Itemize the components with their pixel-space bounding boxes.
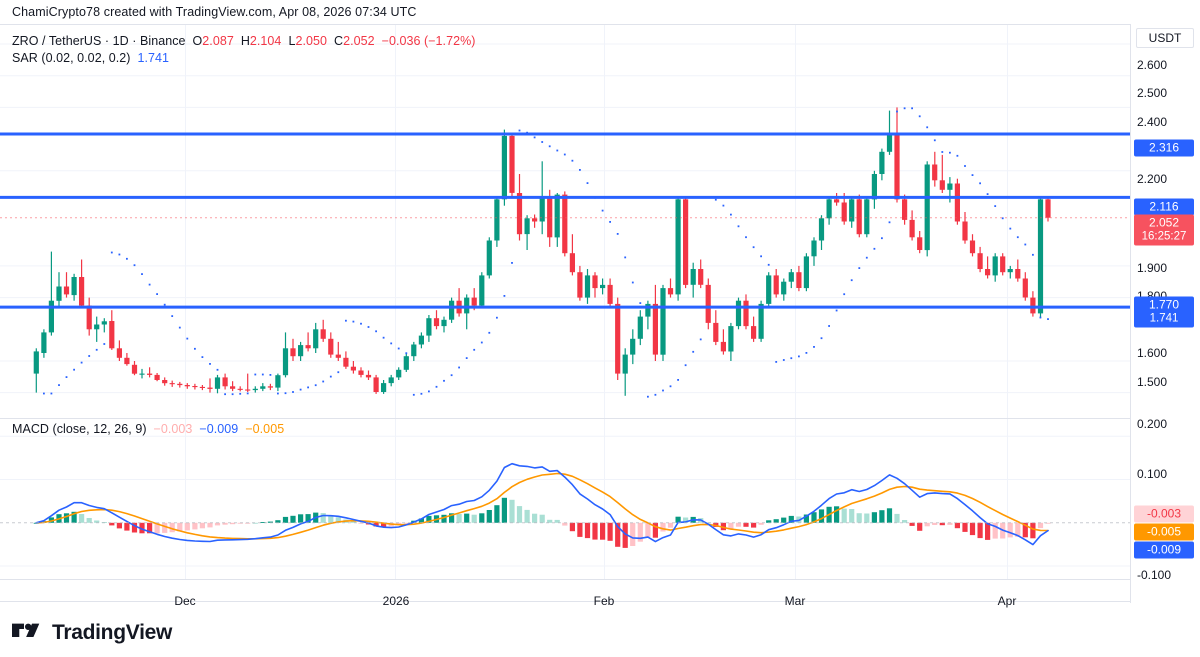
macd-tick-0100: 0.100 bbox=[1137, 467, 1168, 481]
low-label: L bbox=[288, 34, 296, 48]
macd-signal-value: −0.005 bbox=[245, 422, 285, 436]
support-sar-badge[interactable]: 1.770 1.741 bbox=[1134, 296, 1194, 328]
price-tick-1900: 1.900 bbox=[1137, 261, 1168, 275]
attribution-text: ChamiCrypto78 created with TradingView.c… bbox=[12, 5, 417, 19]
currency-unit-label: USDT bbox=[1136, 28, 1194, 48]
resistance-top-badge[interactable]: 2.316 bbox=[1134, 139, 1194, 157]
macd-tick-0200: 0.200 bbox=[1137, 417, 1168, 431]
price-tick-2400: 2.400 bbox=[1137, 115, 1168, 129]
open-value: 2.087 bbox=[202, 34, 234, 48]
macd-legend: MACD (close, 12, 26, 9) −0.003 −0.009 −0.00… bbox=[12, 421, 284, 437]
sar-value: 1.741 bbox=[137, 51, 170, 65]
bar-countdown: 16:25:27 bbox=[1141, 230, 1187, 243]
time-tick-0: Dec bbox=[174, 594, 196, 608]
close-value: 2.052 bbox=[343, 34, 375, 48]
last-price-value: 2.052 bbox=[1148, 215, 1180, 230]
time-tick-2: Feb bbox=[593, 594, 615, 608]
sar-axis-value: 1.741 bbox=[1149, 312, 1179, 325]
macd-plot bbox=[0, 419, 1130, 579]
macd-histogram-value: −0.003 bbox=[153, 422, 193, 436]
change-value: −0.036 (−1.72%) bbox=[381, 34, 476, 48]
high-label: H bbox=[240, 34, 250, 48]
time-tick-3: Mar bbox=[784, 594, 806, 608]
macd-signal-badge[interactable]: -0.005 bbox=[1134, 523, 1194, 541]
macd-line-value: −0.009 bbox=[199, 422, 239, 436]
macd-histogram-badge[interactable]: -0.003 bbox=[1134, 505, 1194, 523]
open-label: O bbox=[192, 34, 203, 48]
high-value: 2.104 bbox=[249, 34, 282, 48]
time-tick-1: 2026 bbox=[382, 594, 410, 608]
price-axis[interactable]: USDT 2.600 2.500 2.400 2.200 1.900 1.800… bbox=[1131, 24, 1200, 602]
last-price-badge[interactable]: 2.052 16:25:27 bbox=[1134, 214, 1194, 246]
price-pane[interactable]: ZRO / TetherUS · 1D · Binance O2.087 H2.10… bbox=[0, 25, 1130, 418]
price-tick-2600: 2.600 bbox=[1137, 58, 1168, 72]
time-tick-4: Apr bbox=[997, 594, 1017, 608]
tradingview-wordmark: TradingView bbox=[52, 621, 173, 644]
price-tick-2500: 2.500 bbox=[1137, 86, 1168, 100]
chart-frame: ZRO / TetherUS · 1D · Binance O2.087 H2.10… bbox=[0, 24, 1200, 608]
price-tick-1500: 1.500 bbox=[1137, 375, 1168, 389]
price-axis-divider bbox=[1130, 25, 1131, 603]
price-tick-2200: 2.200 bbox=[1137, 172, 1168, 186]
macd-pane[interactable]: MACD (close, 12, 26, 9) −0.003 −0.009 −0.00… bbox=[0, 419, 1130, 579]
macd-tick-neg0100: -0.100 bbox=[1137, 568, 1172, 582]
time-axis-divider bbox=[0, 579, 1200, 580]
sar-legend: SAR (0.02, 0.02, 0.2) 1.741 bbox=[12, 50, 169, 66]
price-legend: ZRO / TetherUS · 1D · Binance O2.087 H2.10… bbox=[12, 33, 475, 49]
support-value: 1.770 bbox=[1148, 297, 1180, 312]
symbol-label[interactable]: ZRO / TetherUS · 1D · Binance bbox=[12, 34, 186, 48]
macd-line-badge[interactable]: -0.009 bbox=[1134, 541, 1194, 559]
time-axis[interactable]: Dec 2026 Feb Mar Apr bbox=[0, 580, 1130, 627]
low-value: 2.050 bbox=[295, 34, 327, 48]
sar-title[interactable]: SAR (0.02, 0.02, 0.2) bbox=[12, 51, 131, 65]
price-tick-1600: 1.600 bbox=[1137, 346, 1168, 360]
close-label: C bbox=[333, 34, 344, 48]
tradingview-logo[interactable]: TradingView bbox=[12, 621, 172, 645]
price-plot bbox=[0, 25, 1130, 418]
resistance-mid-badge[interactable]: 2.116 bbox=[1134, 198, 1194, 216]
pane-separator bbox=[0, 418, 1130, 419]
macd-title[interactable]: MACD (close, 12, 26, 9) bbox=[12, 422, 147, 436]
tradingview-mark-icon bbox=[12, 623, 40, 637]
